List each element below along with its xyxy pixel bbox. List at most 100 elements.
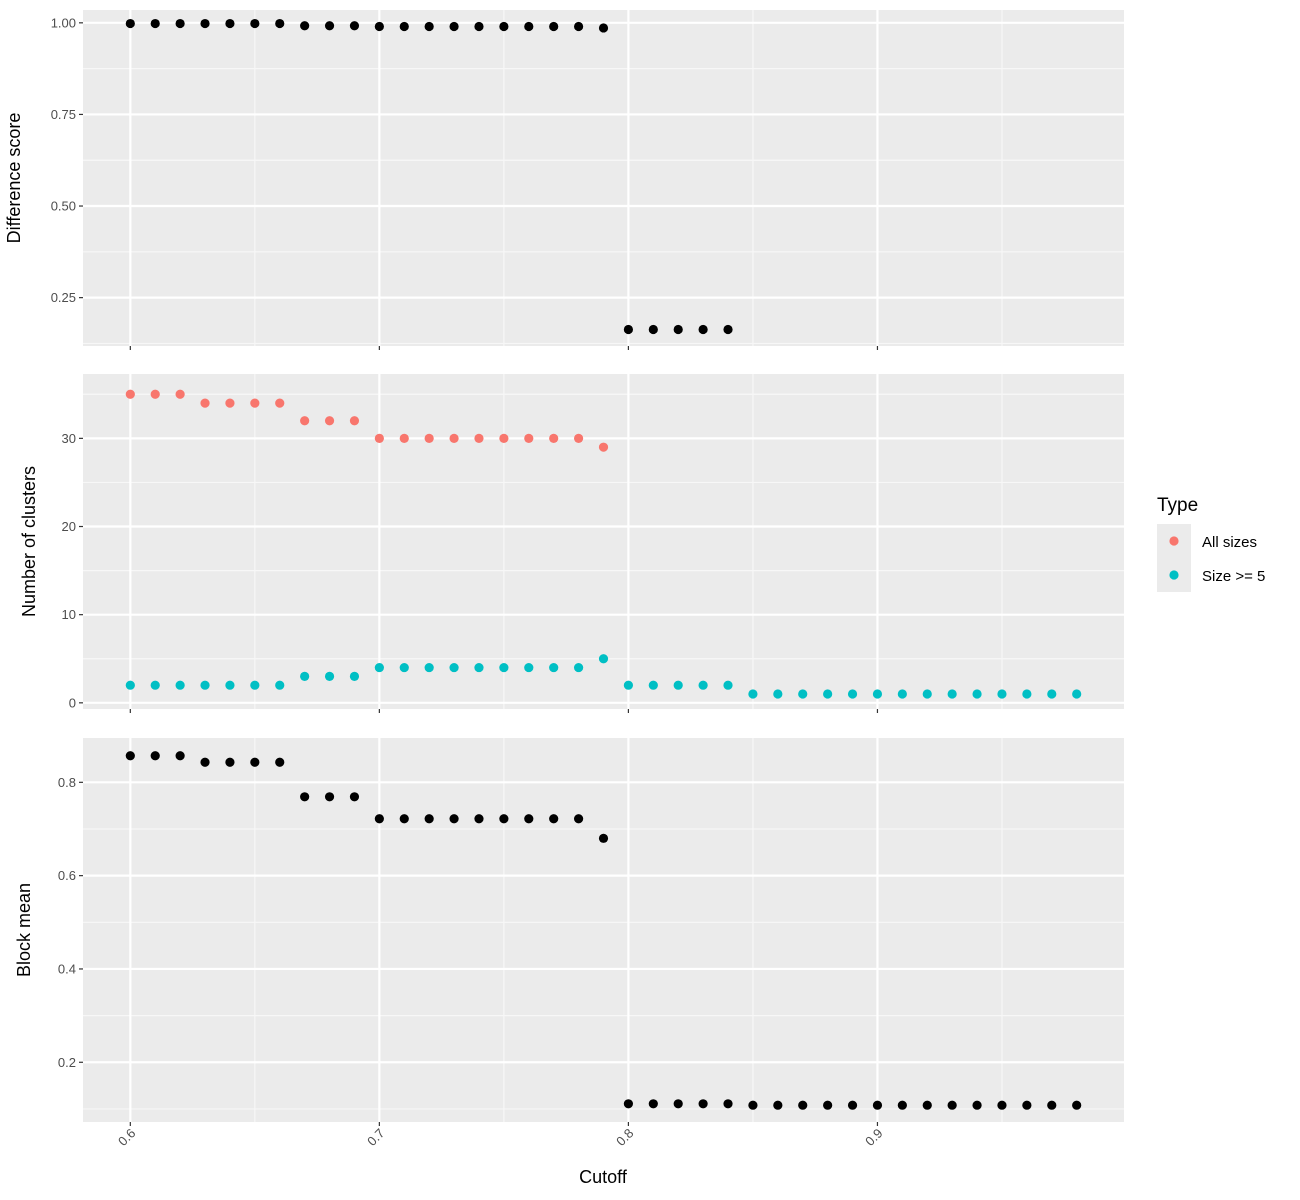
data-point	[300, 792, 310, 802]
data-point	[623, 680, 634, 690]
data-point	[449, 21, 459, 32]
y-axis-title: Difference score	[4, 113, 24, 244]
data-point	[275, 398, 285, 408]
y-tick-label: 0.4	[58, 961, 76, 976]
data-point	[225, 757, 235, 767]
y-axis-title: Block mean	[14, 883, 34, 977]
data-point	[1047, 1100, 1057, 1110]
y-tick-label: 30	[62, 431, 76, 446]
legend-title: Type	[1157, 495, 1198, 516]
data-point	[275, 18, 285, 29]
data-point	[424, 433, 434, 443]
data-point	[324, 671, 335, 681]
data-point	[573, 21, 584, 32]
data-point	[723, 680, 733, 690]
x-axis-title: Cutoff	[579, 1167, 628, 1187]
data-point	[648, 324, 658, 335]
data-point	[972, 689, 982, 699]
data-point	[125, 680, 135, 690]
y-tick-label: 0.6	[58, 868, 76, 883]
data-point	[150, 389, 160, 399]
data-point	[648, 680, 658, 690]
legend-label-size-5: Size >= 5	[1202, 568, 1265, 585]
data-point	[798, 689, 808, 699]
data-point	[275, 680, 285, 690]
data-point	[300, 416, 310, 426]
data-point	[125, 389, 135, 399]
data-point	[524, 662, 534, 673]
data-point	[573, 433, 584, 443]
panel-2: 0 10 20 30 Number of clusters	[19, 374, 1124, 713]
data-point	[374, 433, 384, 443]
data-point	[872, 689, 883, 699]
data-point	[175, 680, 185, 690]
legend-label-all-sizes: All sizes	[1202, 534, 1257, 551]
data-point	[175, 389, 185, 399]
data-point	[349, 671, 360, 681]
data-point	[773, 689, 783, 699]
data-point	[748, 1100, 758, 1110]
data-point	[474, 814, 484, 824]
data-point	[698, 680, 708, 690]
data-point	[798, 1100, 808, 1110]
data-point	[150, 680, 160, 690]
panel-background	[83, 10, 1124, 346]
y-tick-label: 0.2	[58, 1055, 76, 1070]
data-point	[125, 751, 135, 761]
legend: Type All sizes Size >= 5	[1157, 495, 1265, 592]
data-point	[847, 689, 858, 699]
data-point	[349, 416, 360, 426]
data-point	[424, 814, 434, 824]
data-point	[300, 21, 310, 31]
data-point	[673, 680, 683, 690]
data-point	[847, 1100, 858, 1110]
data-point	[175, 751, 185, 761]
data-point	[275, 757, 285, 767]
data-point	[897, 1100, 907, 1110]
data-point	[723, 1099, 733, 1109]
data-point	[823, 689, 833, 699]
y-tick-label: 0.50	[51, 199, 76, 214]
data-point	[200, 680, 210, 690]
data-point	[200, 757, 210, 767]
data-point	[349, 21, 360, 31]
data-point	[374, 662, 384, 673]
data-point	[723, 324, 733, 335]
data-point	[499, 433, 509, 443]
y-tick-label: 0.75	[51, 107, 76, 122]
data-point	[947, 689, 957, 699]
data-point	[449, 662, 459, 673]
data-point	[399, 433, 409, 443]
data-point	[225, 18, 235, 29]
data-point	[549, 21, 559, 32]
data-point	[324, 792, 335, 802]
data-point	[598, 833, 609, 843]
data-point	[673, 324, 683, 335]
data-point	[200, 398, 210, 408]
data-point	[349, 792, 360, 802]
data-point	[474, 433, 484, 443]
y-tick-label: 1.00	[51, 15, 76, 30]
data-point	[524, 814, 534, 824]
data-point	[150, 18, 160, 29]
y-tick-label: 10	[62, 607, 76, 622]
data-point	[225, 680, 235, 690]
data-point	[648, 1099, 658, 1109]
data-point	[399, 21, 409, 32]
data-point	[673, 1099, 683, 1109]
panel-3: 0.2 0.4 0.6 0.8 Block mean	[14, 738, 1124, 1126]
data-point	[424, 21, 434, 32]
data-point	[1047, 689, 1057, 699]
data-point	[250, 757, 260, 767]
y-tick-label: 0	[69, 695, 76, 710]
data-point	[524, 21, 534, 32]
data-point	[524, 433, 534, 443]
data-point	[225, 398, 235, 408]
data-point	[374, 814, 384, 824]
data-point	[399, 814, 409, 824]
data-point	[324, 416, 335, 426]
legend-key-all-sizes	[1169, 536, 1179, 546]
panels: 0.25 0.50 0.75 1.00 Difference score 0 10 20 30 N…	[4, 10, 1124, 1149]
data-point	[424, 662, 434, 673]
